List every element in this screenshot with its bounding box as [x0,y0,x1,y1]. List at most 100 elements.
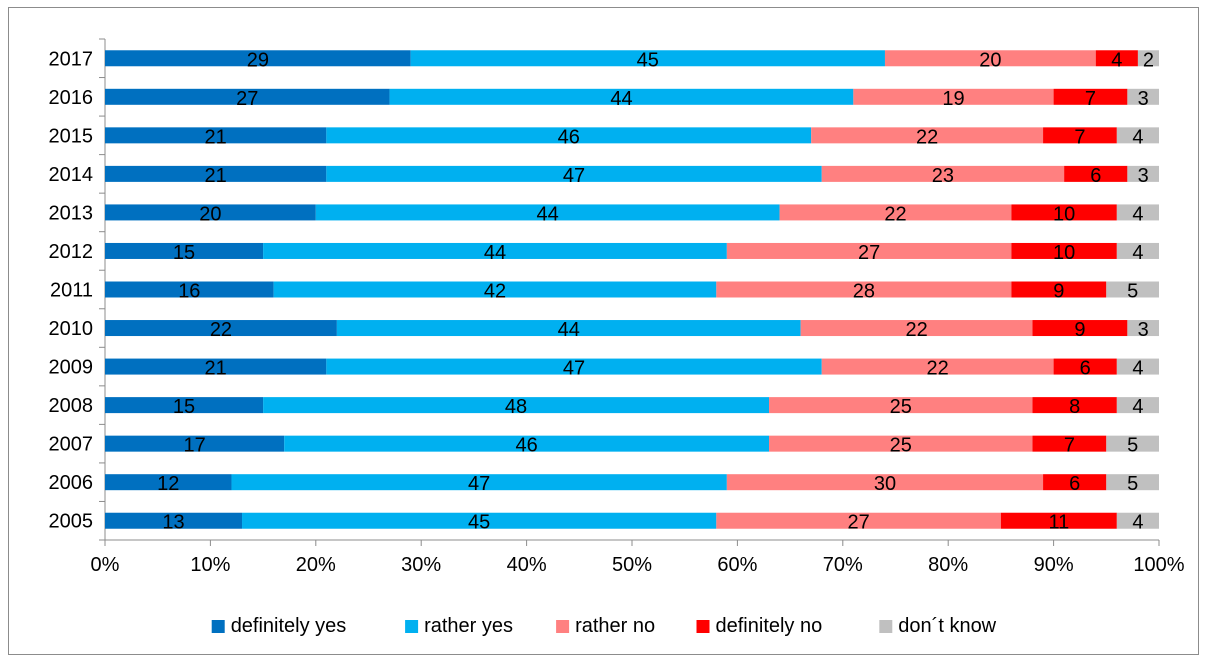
bar-segment [326,358,822,375]
bar-segment [853,88,1054,105]
bar-segment [1011,281,1107,298]
x-tick-label: 90% [1034,554,1074,576]
bar-segment [726,474,1044,491]
data-label: 15 [173,396,195,418]
bar-segment [821,358,1054,375]
y-tick-label: 2014 [49,164,94,186]
data-label: 27 [236,88,258,110]
data-label: 47 [563,165,585,187]
y-tick-label: 2007 [49,434,94,456]
bar-segment [1032,397,1117,414]
data-label: 6 [1069,473,1080,495]
legend-swatch [879,620,893,633]
bar-segment [105,281,274,298]
x-tick-label: 40% [507,554,547,576]
data-label: 21 [205,165,227,187]
bar-segment [1106,281,1159,298]
data-label: 45 [637,49,659,71]
bar-segment [410,50,885,67]
bar-segment [273,281,717,298]
bar-segment [242,512,717,529]
bar-segment [1043,474,1107,491]
data-label: 11 [1048,512,1069,534]
data-label: 4 [1132,358,1143,380]
bar-segment [1011,242,1117,259]
bar-segment [263,397,770,414]
data-label: 20 [979,49,1001,71]
bar-segment [1116,358,1159,375]
bar-segment [315,204,780,221]
bar-segment [105,358,327,375]
legend-label: don´t know [898,615,996,637]
bar-segment [284,435,770,452]
y-tick-label: 2008 [49,395,94,417]
data-label: 27 [858,242,880,264]
bar-segment [821,165,1065,182]
bar-segment [1053,88,1128,105]
data-label: 13 [162,512,184,534]
bar-segment [769,397,1033,414]
x-tick-label: 20% [296,554,336,576]
data-label: 42 [484,281,506,303]
legend-swatch [405,620,419,633]
data-label: 44 [610,88,632,110]
y-tick-label: 2010 [49,318,94,340]
bar-segment [1137,50,1159,67]
bar-segment [105,127,327,144]
data-label: 2 [1143,49,1154,71]
data-label: 30 [874,473,896,495]
bar-segment [105,512,243,529]
data-label: 15 [173,242,195,264]
bar-segment [1116,512,1159,529]
bar-segment [105,320,337,337]
data-label: 44 [558,319,580,341]
bar-segment [105,204,316,221]
legend-swatch [696,620,710,633]
y-tick-label: 2012 [49,241,94,263]
bar-segment [1043,127,1117,144]
bar-segment [1000,512,1117,529]
data-label: 22 [884,203,906,225]
data-label: 4 [1132,396,1143,418]
data-label: 22 [905,319,927,341]
data-label: 4 [1132,126,1143,148]
data-label: 21 [205,126,227,148]
bar-segment [1127,320,1159,337]
data-label: 48 [505,396,527,418]
data-label: 25 [890,396,912,418]
legend-swatch [556,620,570,633]
data-label: 46 [558,126,580,148]
data-label: 4 [1132,512,1143,534]
bar-segment [1127,88,1159,105]
data-label: 6 [1090,165,1101,187]
data-label: 22 [927,358,949,380]
legend-swatch [211,620,225,633]
bar-segment [884,50,1096,67]
bar-segment [105,165,327,182]
data-label: 21 [205,358,227,380]
legend-label: definitely no [716,615,823,637]
data-label: 4 [1132,203,1143,225]
y-tick-label: 2013 [49,202,94,224]
data-label: 5 [1127,435,1138,457]
bar-segment [1011,204,1117,221]
x-tick-label: 10% [190,554,230,576]
data-label: 10 [1053,203,1075,225]
bar-segment [800,320,1033,337]
data-label: 6 [1080,358,1091,380]
bar-segment [1116,242,1159,259]
data-label: 22 [210,319,232,341]
bar-segment [1116,204,1159,221]
y-tick-label: 2017 [49,48,94,70]
data-label: 7 [1085,88,1096,110]
data-label: 5 [1127,281,1138,303]
y-tick-label: 2005 [49,511,94,533]
bar-segment [1116,127,1159,144]
data-label: 19 [942,88,964,110]
bar-segment [716,512,1001,529]
data-label: 10 [1053,242,1075,264]
bar-segment [1127,165,1159,182]
data-label: 7 [1074,126,1085,148]
data-label: 29 [247,49,269,71]
